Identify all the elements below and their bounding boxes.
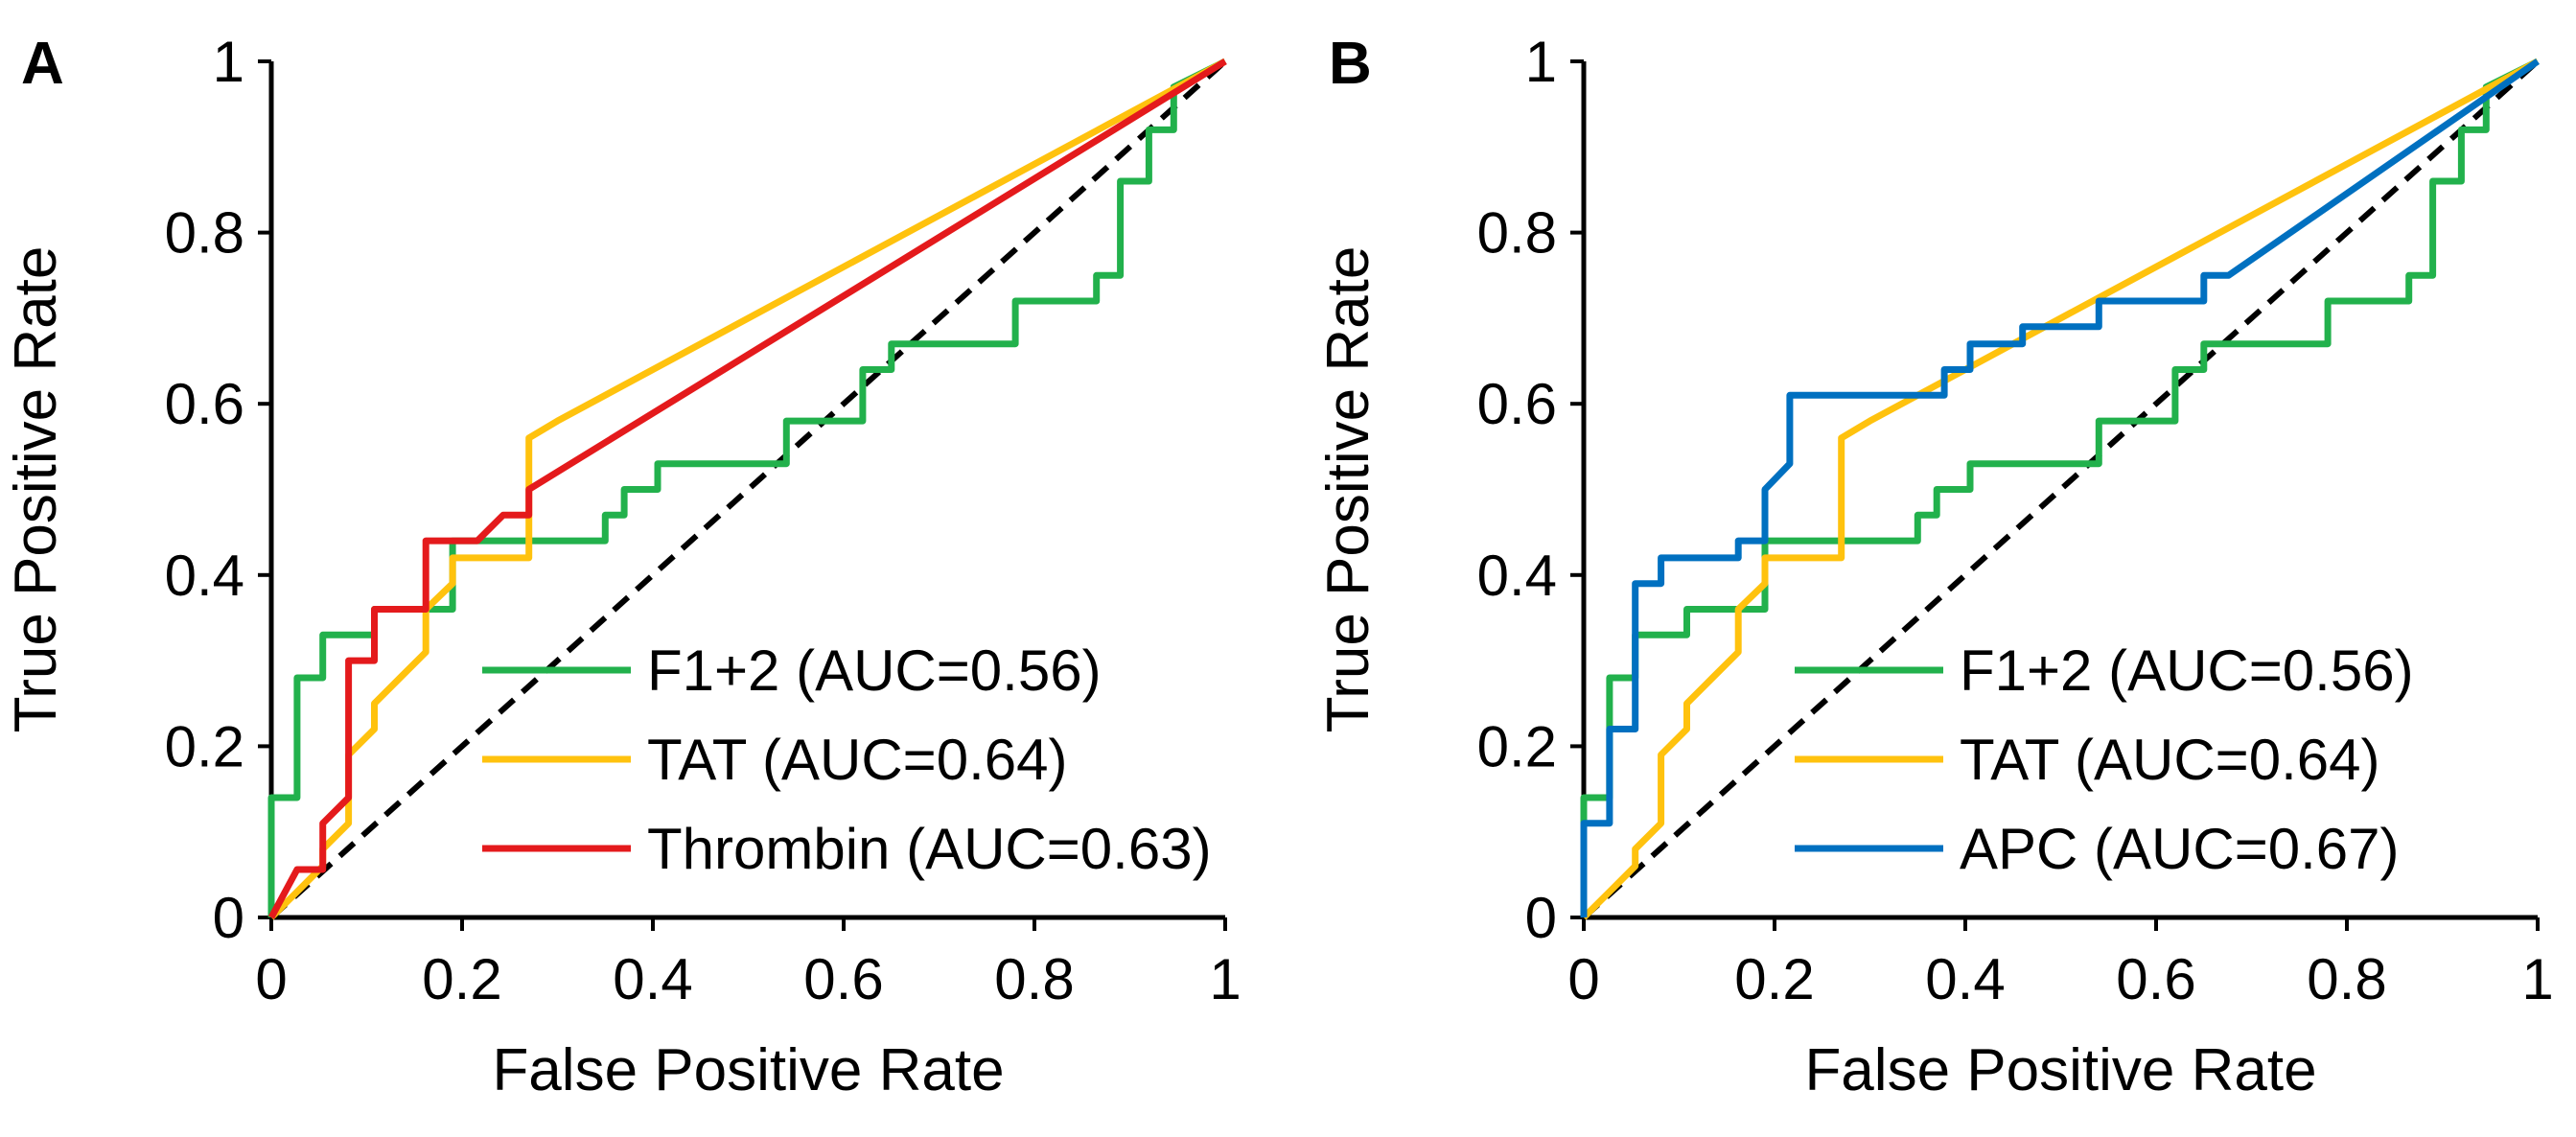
panel-a-letter: A bbox=[21, 31, 64, 97]
panel-a-xtick-label: 0.8 bbox=[994, 947, 1074, 1011]
panel-a-ytick-label: 0.6 bbox=[165, 372, 244, 436]
panel-a-ytick-label: 0 bbox=[213, 886, 244, 950]
panel-b-xtick-label: 0.8 bbox=[2307, 947, 2386, 1011]
panel-a-y-axis-title: True Positive Rate bbox=[3, 246, 69, 733]
panel-b-xtick-label: 0.2 bbox=[1734, 947, 1814, 1011]
panel-b: B 0 0.2 0.4 0.6 0.8 1 0 0.2 0.4 0.6 0.8 1 False Posi… bbox=[1315, 30, 2554, 1103]
panel-b-letter: B bbox=[1329, 31, 1372, 97]
panel-a-x-axis-title: False Positive Rate bbox=[492, 1037, 1004, 1103]
panel-a-legend-label-0: F1+2 (AUC=0.56) bbox=[647, 638, 1102, 703]
panel-a-ytick-label: 1 bbox=[213, 30, 244, 94]
panel-b-legend-label-1: TAT (AUC=0.64) bbox=[1960, 728, 2379, 792]
panel-b-xtick-label: 0.4 bbox=[1925, 947, 2005, 1011]
panel-b-x-axis-title: False Positive Rate bbox=[1804, 1037, 2316, 1103]
panel-a-legend-label-1: TAT (AUC=0.64) bbox=[647, 728, 1067, 792]
panel-b-xtick-label: 1 bbox=[2521, 947, 2553, 1011]
panel-a-xtick-label: 0 bbox=[255, 947, 287, 1011]
panel-a-xtick-label: 0.6 bbox=[803, 947, 883, 1011]
panel-a-ytick-label: 0.2 bbox=[165, 714, 244, 778]
panel-a-xtick-label: 1 bbox=[1209, 947, 1241, 1011]
panel-b-y-axis-title: True Positive Rate bbox=[1315, 246, 1381, 733]
panel-a-xtick-label: 0.4 bbox=[613, 947, 692, 1011]
panel-b-ytick-label: 0 bbox=[1525, 886, 1557, 950]
panel-b-ytick-label: 0.8 bbox=[1477, 201, 1557, 266]
panel-a-series-0-line bbox=[267, 58, 1227, 917]
panel-b-series-1-line bbox=[1581, 58, 2540, 920]
panel-b-ytick-label: 0.2 bbox=[1477, 714, 1557, 778]
panel-b-legend-label-0: F1+2 (AUC=0.56) bbox=[1960, 638, 2414, 703]
panel-b-series-2-line bbox=[1580, 58, 2540, 917]
panel-a-xtick-label: 0.2 bbox=[422, 947, 501, 1011]
panel-a-legend-label-2: Thrombin (AUC=0.63) bbox=[647, 817, 1212, 881]
panel-a-ytick-label: 0.4 bbox=[165, 544, 244, 608]
panel-b-series-0-line bbox=[1580, 58, 2540, 917]
panel-b-ytick-label: 1 bbox=[1525, 30, 1557, 94]
panel-b-ytick-label: 0.4 bbox=[1477, 544, 1557, 608]
panel-a-ytick-label: 0.8 bbox=[165, 201, 244, 266]
panel-a: A 0 0.2 0.4 0.6 0.8 1 0 0.2 0.4 0.6 0.8 1 False Posi… bbox=[3, 30, 1242, 1103]
panel-b-ytick-label: 0.6 bbox=[1477, 372, 1557, 436]
panel-b-xtick-label: 0 bbox=[1567, 947, 1599, 1011]
panel-a-series-2-line bbox=[267, 58, 1227, 919]
panel-b-xtick-label: 0.6 bbox=[2116, 947, 2195, 1011]
panel-b-marks: 0 0.2 0.4 0.6 0.8 1 0 0.2 0.4 0.6 0.8 1 False Positi… bbox=[1315, 30, 2554, 1103]
panel-a-marks: 0 0.2 0.4 0.6 0.8 1 0 0.2 0.4 0.6 0.8 1 False Positi… bbox=[3, 30, 1242, 1103]
panel-b-legend-label-2: APC (AUC=0.67) bbox=[1960, 817, 2400, 881]
